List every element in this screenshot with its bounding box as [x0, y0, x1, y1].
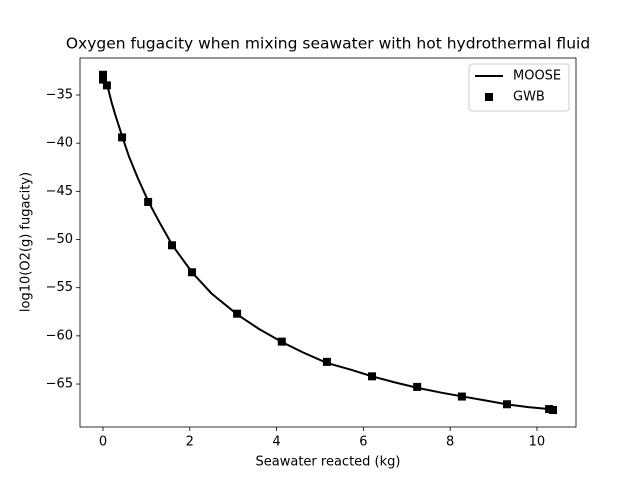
marker [118, 133, 127, 142]
marker [187, 268, 196, 277]
marker [322, 357, 331, 366]
legend-label: MOOSE [513, 69, 561, 84]
y-axis-label: log10(O2(g) fugacity) [19, 172, 34, 312]
marker [98, 70, 107, 79]
marker [102, 81, 111, 90]
x-tick-label: 10 [529, 435, 546, 450]
marker [98, 75, 107, 84]
x-tick-label: 4 [272, 435, 280, 450]
marker [277, 337, 286, 346]
marker [503, 400, 512, 409]
y-tick-label: −65 [46, 377, 73, 392]
y-tick-label: −35 [46, 87, 73, 102]
marker [549, 406, 558, 415]
x-tick-label: 6 [359, 435, 367, 450]
x-tick-label: 8 [446, 435, 454, 450]
x-tick-label: 0 [99, 435, 107, 450]
axes-frame [79, 57, 577, 428]
y-tick-label: −55 [46, 280, 73, 295]
legend-marker [485, 93, 493, 101]
x-tick-label: 2 [186, 435, 194, 450]
marker [144, 197, 153, 206]
marker [233, 309, 242, 318]
marker [413, 382, 422, 391]
marker [368, 372, 377, 381]
y-tick-label: −40 [46, 136, 73, 151]
marker [457, 392, 466, 401]
y-tick-label: −45 [46, 184, 73, 199]
line [102, 75, 555, 412]
chart-title: Oxygen fugacity when mixing seawater wit… [66, 35, 590, 53]
y-tick-label: −50 [46, 232, 73, 247]
y-tick-label: −60 [46, 328, 73, 343]
x-axis-label: Seawater reacted (kg) [256, 455, 401, 470]
legend-label: GWB [513, 90, 545, 105]
marker [167, 241, 176, 250]
